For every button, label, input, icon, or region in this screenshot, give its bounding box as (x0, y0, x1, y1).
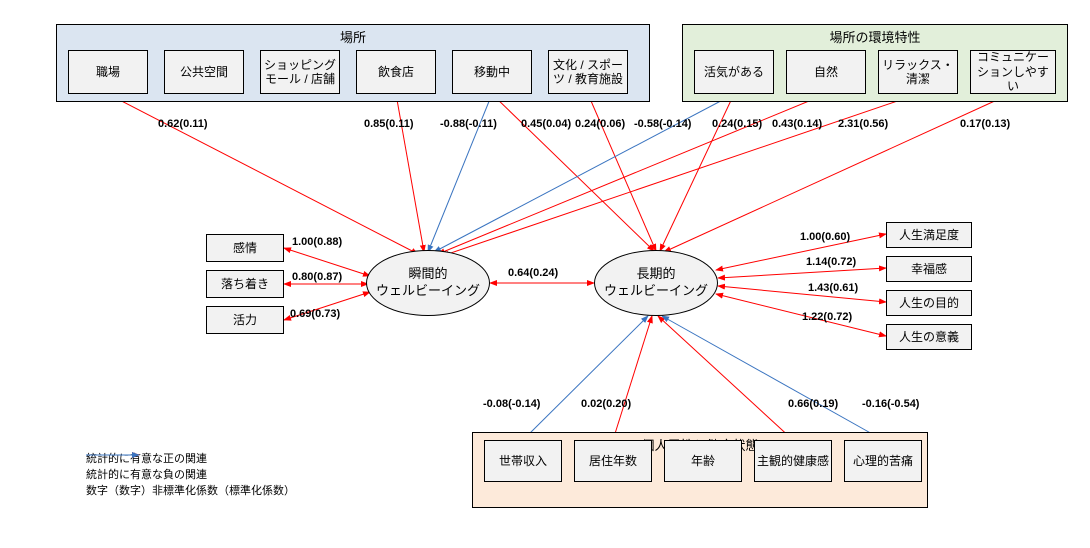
var-places-4: 移動中 (452, 50, 532, 94)
indicator-right-1: 幸福感 (886, 256, 972, 282)
var-places-1: 公共空間 (164, 50, 244, 94)
coef-18: -0.08(-0.14) (483, 398, 540, 410)
indicator-left-0: 感情 (206, 234, 284, 262)
var-env-0: 活気がある (694, 50, 774, 94)
var-personal-3: 主観的健康感 (754, 440, 832, 482)
coef-17: 0.64(0.24) (508, 267, 558, 279)
coef-19: 0.02(0.20) (581, 398, 631, 410)
coef-15: 1.43(0.61) (808, 282, 858, 294)
var-personal-0: 世帯収入 (484, 440, 562, 482)
coef-7: 0.43(0.14) (772, 118, 822, 130)
coef-0: 0.62(0.11) (158, 118, 208, 130)
var-env-3: コミュニケーションしやすい (970, 50, 1056, 94)
indicator-right-2: 人生の目的 (886, 290, 972, 316)
coef-20: 0.66(0.19) (788, 398, 838, 410)
coef-1: 0.85(0.11) (364, 118, 414, 130)
coef-12: 0.69(0.73) (290, 308, 340, 320)
indicator-left-1: 落ち着き (206, 270, 284, 298)
path-14 (718, 268, 886, 278)
path-15 (718, 286, 886, 302)
latent-momentary: 瞬間的 ウェルビーイング (366, 250, 490, 316)
var-personal-4: 心理的苦痛 (844, 440, 922, 482)
coef-11: 0.80(0.87) (292, 271, 342, 283)
indicator-right-3: 人生の意義 (886, 324, 972, 350)
coef-6: 0.24(0.15) (712, 118, 762, 130)
var-personal-1: 居住年数 (574, 440, 652, 482)
coef-10: 1.00(0.88) (292, 236, 342, 248)
legend-negative-label: 統計的に有意な負の関連 (86, 469, 207, 481)
group-title-env: 場所の環境特性 (683, 27, 1067, 46)
var-places-5: 文化 / スポーツ / 教育施設 (548, 50, 628, 94)
latent-longterm: 長期的 ウェルビーイング (594, 250, 718, 316)
path-3 (492, 94, 654, 251)
coef-5: -0.58(-0.14) (634, 118, 691, 130)
coef-13: 1.00(0.60) (800, 231, 850, 243)
indicator-right-0: 人生満足度 (886, 222, 972, 248)
group-title-places: 場所 (57, 27, 649, 46)
coef-14: 1.14(0.72) (806, 256, 856, 268)
coef-16: 1.22(0.72) (802, 311, 852, 323)
var-personal-2: 年齢 (664, 440, 742, 482)
path-16 (716, 294, 886, 336)
coef-4: 0.24(0.06) (575, 118, 625, 130)
coef-3: 0.45(0.04) (521, 118, 571, 130)
var-env-1: 自然 (786, 50, 866, 94)
var-places-3: 飲食店 (356, 50, 436, 94)
var-env-2: リラックス・清潔 (878, 50, 958, 94)
legend: 統計的に有意な正の関連 統計的に有意な負の関連 数字（数字）非標準化係数（標準化… (86, 450, 295, 498)
coef-2: -0.88(-0.11) (440, 118, 497, 130)
var-places-2: ショッピングモール / 店舗 (260, 50, 340, 94)
var-places-0: 職場 (68, 50, 148, 94)
path-19 (613, 316, 652, 440)
indicator-left-2: 活力 (206, 306, 284, 334)
coef-8: 2.31(0.56) (838, 118, 888, 130)
legend-coef-note: 数字（数字）非標準化係数（標準化係数） (86, 482, 295, 498)
coef-9: 0.17(0.13) (960, 118, 1010, 130)
path-18 (523, 316, 648, 440)
coef-21: -0.16(-0.54) (862, 398, 919, 410)
